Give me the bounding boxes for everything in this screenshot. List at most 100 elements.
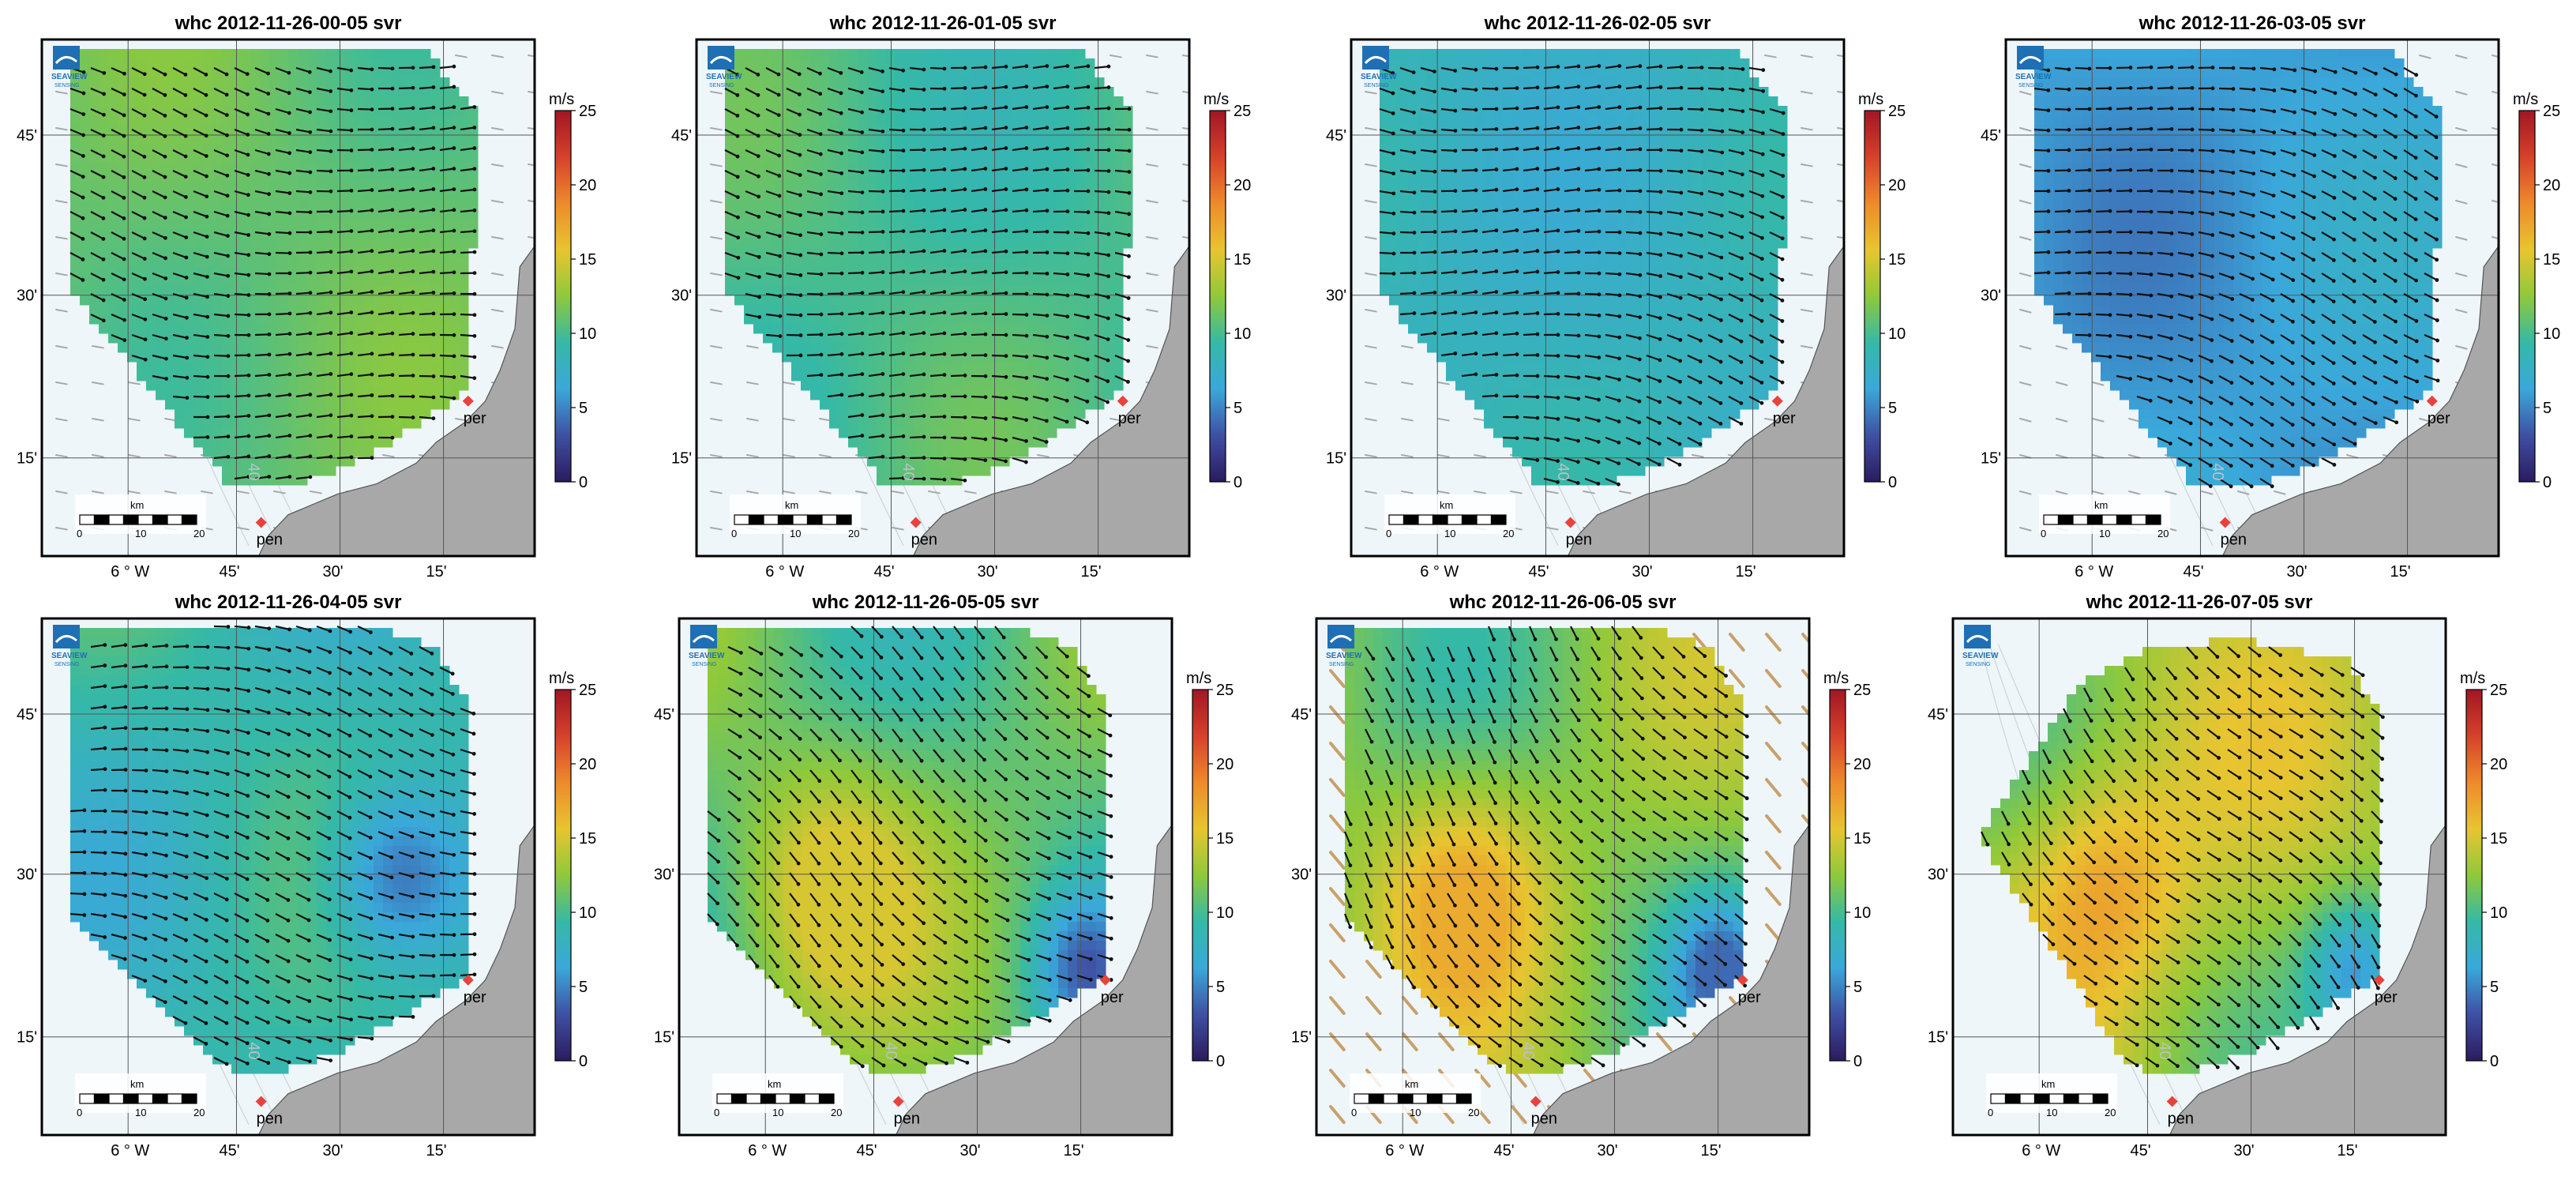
speed-cell xyxy=(440,77,450,88)
wind-vector-head xyxy=(163,134,167,138)
speed-cell xyxy=(307,295,317,306)
speed-cell xyxy=(867,438,877,448)
speed-cell xyxy=(298,153,308,164)
speed-cell xyxy=(933,286,944,296)
wind-vector-head xyxy=(267,434,271,438)
speed-cell xyxy=(459,229,469,239)
wind-vector-head xyxy=(820,273,824,276)
wind-vector-head xyxy=(81,278,85,282)
speed-cell xyxy=(307,381,317,391)
speed-cell xyxy=(1085,182,1095,192)
speed-cell xyxy=(933,362,944,372)
speed-cell xyxy=(1057,333,1067,344)
speed-cell xyxy=(848,362,858,372)
speed-cell xyxy=(459,115,469,126)
wind-vector-head xyxy=(411,269,415,273)
wind-vector-head xyxy=(309,210,313,214)
wind-vector-head xyxy=(901,109,905,113)
speed-cell xyxy=(326,257,336,268)
speed-cell xyxy=(307,419,317,429)
panel-title: whc 2012-11-26-00-05 svr xyxy=(42,13,535,38)
speed-cell xyxy=(839,58,849,69)
wind-vector-head xyxy=(350,108,354,112)
speed-cell xyxy=(355,324,365,334)
wind-vector-head xyxy=(432,106,436,110)
wind-vector-head xyxy=(922,331,926,335)
speed-cell xyxy=(848,134,858,145)
speed-cell xyxy=(858,153,868,164)
speed-cell xyxy=(402,96,412,107)
speed-cell xyxy=(782,229,792,239)
wind-vector xyxy=(378,149,392,150)
wind-vector-head xyxy=(1127,212,1131,216)
speed-cell xyxy=(288,58,299,69)
speed-cell xyxy=(108,239,118,249)
speed-cell xyxy=(867,314,877,325)
speed-cell xyxy=(411,343,422,353)
speed-cell xyxy=(374,172,384,182)
speed-cell xyxy=(848,381,858,391)
speed-cell xyxy=(1038,49,1048,59)
speed-cell xyxy=(810,58,820,69)
wind-vector xyxy=(1053,170,1068,171)
speed-cell xyxy=(962,466,972,476)
speed-cell xyxy=(1047,400,1057,410)
speed-cell xyxy=(943,191,953,201)
speed-cell xyxy=(364,257,374,268)
wind-vector-head xyxy=(473,229,477,233)
wind-vector-head xyxy=(226,254,230,258)
speed-cell xyxy=(1066,362,1076,372)
wind-vector xyxy=(1074,129,1088,130)
speed-cell xyxy=(820,362,830,372)
speed-cell xyxy=(374,220,384,230)
speed-cell xyxy=(269,438,280,448)
speed-cell xyxy=(392,428,403,438)
wind-vector-head xyxy=(819,172,823,176)
speed-cell xyxy=(355,362,365,372)
speed-cell xyxy=(867,343,877,353)
speed-cell xyxy=(336,96,346,107)
wind-vector-head xyxy=(1065,357,1069,361)
speed-cell xyxy=(108,324,118,334)
speed-cell xyxy=(165,362,175,372)
speed-cell xyxy=(184,49,194,59)
speed-cell xyxy=(193,324,204,334)
speed-cell xyxy=(1038,362,1048,372)
speed-cell xyxy=(1113,324,1124,334)
speed-cell xyxy=(165,96,175,107)
speed-cell xyxy=(990,400,1001,410)
speed-cell xyxy=(981,419,991,429)
speed-cell xyxy=(336,191,346,201)
speed-cell xyxy=(1038,68,1048,78)
speed-cell xyxy=(184,324,194,334)
speed-cell xyxy=(734,182,745,192)
speed-cell xyxy=(212,419,223,429)
wind-vector-head xyxy=(881,270,885,274)
speed-cell xyxy=(848,182,858,192)
wind-vector xyxy=(193,376,208,377)
speed-cell xyxy=(165,390,175,400)
wind-vector-head xyxy=(350,434,354,438)
speed-cell xyxy=(468,153,479,164)
speed-cell xyxy=(914,295,925,306)
wind-vector-head xyxy=(1024,418,1028,422)
speed-cell xyxy=(810,77,820,88)
wind-vector-head xyxy=(370,107,374,111)
speed-cell xyxy=(858,314,868,325)
wind-vector-head xyxy=(839,393,843,397)
speed-cell xyxy=(326,239,336,249)
speed-cell xyxy=(1104,390,1114,400)
speed-cell xyxy=(108,201,118,211)
wind-vector-head xyxy=(902,148,906,152)
wind-vector-head xyxy=(881,351,884,355)
wind-vector-head xyxy=(861,250,865,254)
wind-vector-head xyxy=(799,354,803,358)
speed-cell xyxy=(146,134,156,145)
speed-cell xyxy=(1028,115,1038,126)
speed-cell xyxy=(744,182,754,192)
speed-cell xyxy=(848,115,858,126)
speed-cell xyxy=(364,438,374,448)
speed-cell xyxy=(962,163,972,173)
wind-vector-head xyxy=(287,151,291,155)
wind-vector-head xyxy=(963,107,967,111)
